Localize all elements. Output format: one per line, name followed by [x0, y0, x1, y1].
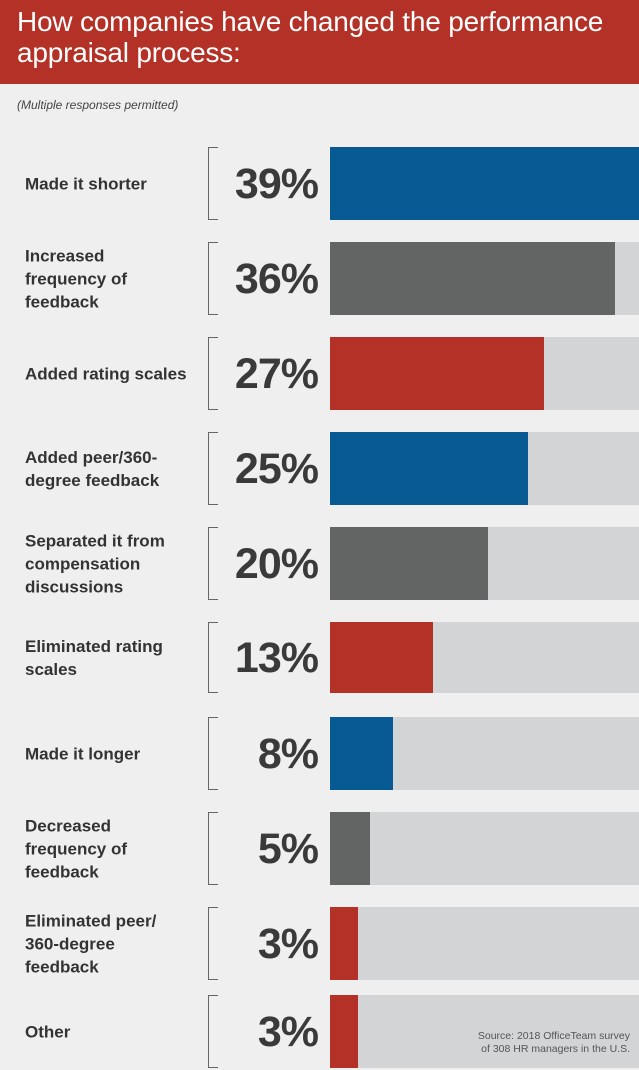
bracket-divider — [208, 812, 218, 885]
category-label: Decreased frequency of feedback — [25, 816, 128, 881]
bar-row: Eliminated peer/360-degree feedback 3% — [0, 907, 639, 980]
bracket-divider — [208, 622, 218, 693]
bar-track — [330, 147, 639, 220]
value-label: 13% — [234, 633, 319, 682]
bar-track — [330, 242, 639, 315]
bar — [330, 432, 528, 505]
source-line-2: of 308 HR managers in the U.S. — [481, 1043, 630, 1055]
bar — [330, 337, 544, 410]
value-label: 27% — [234, 349, 319, 398]
bar — [330, 147, 639, 220]
bar-track — [330, 527, 639, 600]
value-label: 39% — [234, 159, 319, 208]
value-label: 36% — [234, 254, 319, 303]
bar — [330, 242, 615, 315]
bar — [330, 907, 358, 980]
bracket-divider — [208, 147, 218, 220]
bar — [330, 622, 433, 693]
bracket-divider — [208, 432, 218, 505]
bracket-divider — [208, 717, 218, 790]
category-label: Added peer/360- degree feedback — [25, 447, 160, 490]
title-banner: How companies have changed the performan… — [0, 0, 639, 84]
bar-track — [330, 812, 639, 885]
bar-row: Made it shorter 39% — [0, 147, 639, 220]
bar-track — [330, 432, 639, 505]
bar-row: Eliminated rating scales 13% — [0, 622, 639, 693]
value-label: 25% — [234, 444, 319, 493]
bracket-divider — [208, 242, 218, 315]
value-label: 20% — [234, 539, 319, 588]
value-label: 5% — [257, 824, 319, 873]
bar-track — [330, 337, 639, 410]
bracket-divider — [208, 995, 218, 1068]
bracket-divider — [208, 907, 218, 980]
bar-track — [330, 907, 639, 980]
bar-row: Separated it from compensation discussions… — [0, 527, 639, 600]
bracket-divider — [208, 527, 218, 600]
source-note: Source: 2018 OfficeTeam survey of 308 HR… — [410, 1030, 630, 1056]
bar — [330, 995, 358, 1068]
category-label: Other — [25, 1022, 71, 1041]
bar-row: Decreased frequency of feedback 5% — [0, 812, 639, 885]
bar-track — [330, 717, 639, 790]
bracket-divider — [208, 337, 218, 410]
bar-row: Other 3% — [0, 995, 639, 1068]
category-label: Separated it from compensation discussions — [25, 531, 165, 596]
value-label: 3% — [257, 1007, 319, 1056]
bar-row: Added peer/360- degree feedback 25% — [0, 432, 639, 505]
category-label: Eliminated rating scales — [25, 636, 163, 679]
bar — [330, 527, 488, 600]
bar-row: Increased frequency of feedback 36% — [0, 242, 639, 315]
bar-row: Added rating scales 27% — [0, 337, 639, 410]
category-label: Made it shorter — [25, 174, 147, 193]
bar-track — [330, 995, 639, 1068]
value-label: 3% — [257, 919, 319, 968]
category-label: Increased frequency of feedback — [25, 246, 128, 311]
bar-row: Made it longer 8% — [0, 717, 639, 790]
chart-subtitle: (Multiple responses permitted) — [17, 98, 179, 112]
category-label: Made it longer — [25, 744, 141, 763]
bar — [330, 717, 393, 790]
category-label: Eliminated peer/360-degree feedback — [25, 911, 157, 976]
category-label: Added rating scales — [25, 364, 187, 383]
chart-title: How companies have changed the performan… — [17, 6, 604, 68]
bar-track — [330, 622, 639, 693]
value-label: 8% — [257, 729, 319, 778]
bar — [330, 812, 370, 885]
source-line-1: Source: 2018 OfficeTeam survey — [477, 1030, 630, 1042]
